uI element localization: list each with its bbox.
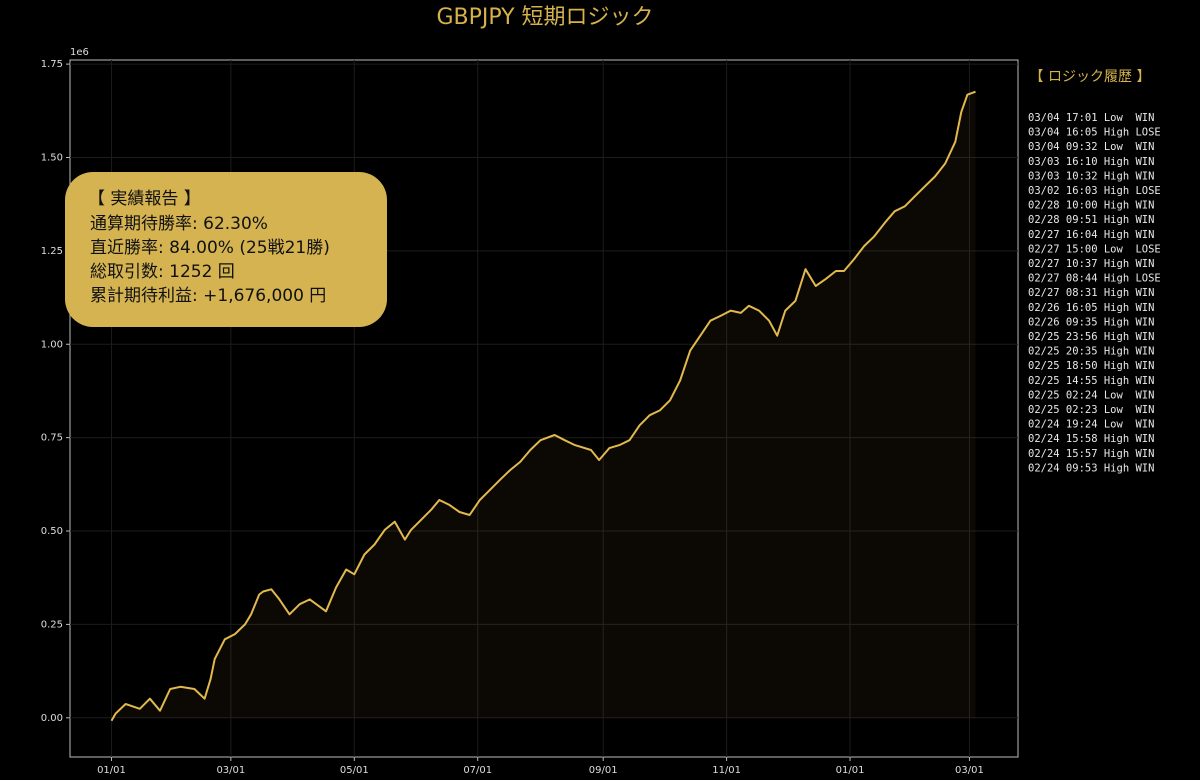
history-entry: 02/28 09:51 High WIN: [1028, 214, 1154, 226]
y-tick-label: 1.75: [41, 59, 63, 70]
history-entry: 02/26 09:35 High WIN: [1028, 316, 1154, 328]
y-tick-label: 1.00: [41, 339, 63, 350]
y-tick-label: 0.75: [41, 433, 63, 444]
history-title: 【 ロジック履歴 】: [1030, 69, 1151, 85]
x-tick-label: 01/01: [97, 765, 126, 776]
history-entry: 02/27 08:31 High WIN: [1028, 287, 1154, 299]
history-entry: 02/25 20:35 High WIN: [1028, 346, 1154, 358]
y-tick-label: 1.50: [41, 152, 63, 163]
history-entry: 02/24 15:57 High WIN: [1028, 448, 1154, 460]
history: 【 ロジック履歴 】 03/04 17:01 Low WIN 03/04 16:05…: [1028, 69, 1161, 474]
y-tick-label: 1.25: [41, 246, 63, 257]
history-entry: 03/03 16:10 High WIN: [1028, 156, 1154, 168]
history-entry: 02/25 14:55 High WIN: [1028, 375, 1154, 387]
report-line: 通算期待勝率: 62.30%: [90, 214, 268, 234]
history-entry: 03/04 16:05 High LOSE: [1028, 127, 1161, 139]
history-entry: 02/27 08:44 High LOSE: [1028, 273, 1161, 285]
history-entry: 02/27 16:04 High WIN: [1028, 229, 1154, 241]
x-tick-label: 09/01: [589, 765, 618, 776]
x-tick-label: 01/01: [836, 765, 865, 776]
plot-frame: [69, 59, 1019, 758]
chart-title: GBPJPY 短期ロジック: [436, 5, 653, 30]
y-tick-label: 0.00: [41, 713, 63, 724]
plot: 0.00 0.25 0.50 0.75 1.00 1.25 1.50 1.75 01/01 03/…: [41, 59, 1018, 776]
x-tick-label: 03/01: [216, 765, 245, 776]
x-tick-label: 07/01: [463, 765, 492, 776]
y-tick-label: 0.25: [41, 619, 63, 630]
report-line: 累計期待利益: +1,676,000 円: [90, 286, 326, 306]
history-entry: 03/04 17:01 Low WIN: [1028, 112, 1154, 124]
y-tick-label: 0.50: [41, 526, 63, 537]
line: [110, 90, 976, 722]
history-entry: 02/25 23:56 High WIN: [1028, 331, 1154, 343]
history-entry: 03/03 10:32 High WIN: [1028, 170, 1154, 182]
history-entry: 02/24 15:58 High WIN: [1028, 433, 1154, 445]
history-entry: 03/04 09:32 Low WIN: [1028, 141, 1154, 153]
history-entry: 02/27 15:00 Low LOSE: [1028, 243, 1161, 255]
report-title: 【 実績報告 】: [88, 189, 201, 209]
history-entry: 02/24 19:24 Low WIN: [1028, 419, 1154, 431]
x-tick-label: 11/01: [712, 765, 741, 776]
report-box: [65, 172, 387, 327]
report-line: 直近勝率: 84.00% (25戦21勝): [90, 238, 330, 258]
report: 【 実績報告 】通算期待勝率: 62.30% 直近勝率: 84.00% (25戦2…: [88, 189, 330, 306]
area-fill: [111, 91, 976, 721]
report-line: 総取引数: 1252 回: [90, 262, 235, 282]
history-entry: 03/02 16:03 High LOSE: [1028, 185, 1161, 197]
history-entry: 02/28 10:00 High WIN: [1028, 200, 1154, 212]
history-entry: 02/24 09:53 High WIN: [1028, 462, 1154, 474]
history-entry: 02/25 02:24 Low WIN: [1028, 389, 1154, 401]
history-entry: 02/27 10:37 High WIN: [1028, 258, 1154, 270]
offset-label: 1e6: [70, 47, 89, 58]
history-entry: 02/25 18:50 High WIN: [1028, 360, 1154, 372]
history-entry: 02/26 16:05 High WIN: [1028, 302, 1154, 314]
x-tick-label: 03/01: [955, 765, 984, 776]
history-entry: 02/25 02:23 Low WIN: [1028, 404, 1154, 416]
x-tick-label: 05/01: [340, 765, 369, 776]
